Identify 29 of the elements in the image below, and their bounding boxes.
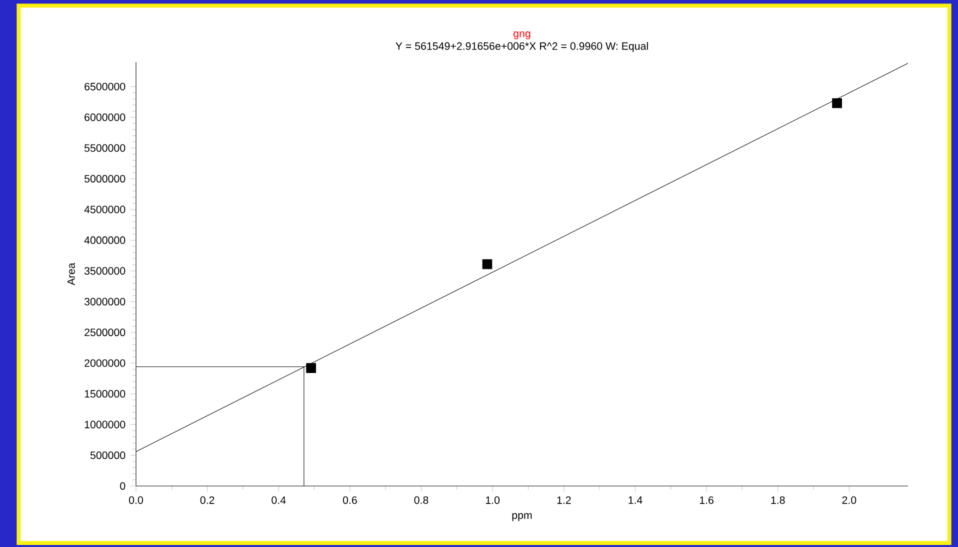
x-tick-label: 1.4	[628, 496, 642, 504]
y-tick-label: 0	[120, 482, 126, 490]
y-tick-label: 5500000	[84, 144, 126, 152]
x-axis-title: ppm	[512, 513, 532, 522]
y-tick-label: 1000000	[84, 420, 126, 428]
x-tick-label: 0.4	[272, 496, 286, 504]
y-tick-label: 3000000	[84, 298, 126, 306]
y-tick-label: 6500000	[84, 82, 126, 90]
y-tick-label: 2000000	[84, 359, 126, 367]
y-tick-label: 4500000	[84, 206, 126, 214]
y-tick-label: 4000000	[84, 236, 126, 244]
x-tick-label: 0.2	[200, 496, 214, 504]
x-tick-label: 1.6	[700, 496, 714, 504]
y-tick-label: 2500000	[84, 328, 126, 336]
x-tick-label: 0.6	[342, 496, 357, 504]
y-tick-label: 1500000	[84, 390, 126, 398]
y-tick-label: 3500000	[84, 267, 126, 275]
x-tick-label: 2.0	[842, 496, 856, 504]
y-tick-label: 5000000	[84, 174, 126, 183]
x-tick-label: 1.0	[486, 496, 500, 504]
x-tick-label: 0.0	[129, 496, 144, 504]
x-tick-label: 1.8	[771, 496, 785, 504]
y-tick-label: 500000	[90, 452, 126, 460]
x-tick-label: 0.8	[414, 496, 428, 504]
y-tick-label: 6000000	[84, 114, 126, 122]
chart-subtitle: Y = 561549+2.91656e+006*X R^2 = 0.9960 W: Equal	[396, 42, 648, 52]
y-axis-title: Area	[67, 262, 75, 286]
x-tick-label: 1.2	[557, 496, 571, 504]
chart-title: gng	[514, 31, 530, 40]
